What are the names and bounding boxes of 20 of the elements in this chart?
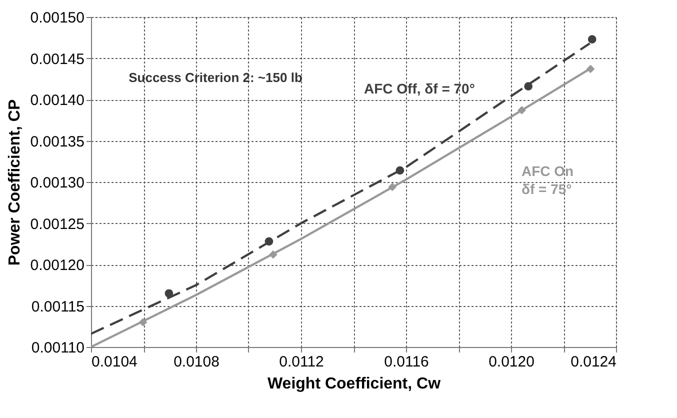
y-tick-label: 0.00120 [30, 257, 84, 274]
x-tick-label: 0.0104 [92, 354, 138, 370]
y-tick-label: 0.00125 [30, 216, 84, 233]
x-axis-title: Weight Coefficient, Cw [267, 376, 442, 392]
y-tick-label: 0.00130 [30, 174, 84, 192]
y-tick-label: 0.00135 [30, 133, 84, 150]
y-tick-label: 0.00110 [31, 340, 84, 356]
x-tick-label: 0.0116 [384, 354, 429, 370]
x-tick-label: 0.0108 [174, 354, 220, 370]
x-tick-label: 0.0112 [279, 354, 324, 370]
x-tick-label: 0.0120 [488, 354, 534, 370]
annotation: Success Criterion 2: ~150 lb [128, 70, 302, 85]
text: AFC On δf = 75° [522, 163, 574, 198]
y-axis-title: Power Coefficient, CP [6, 99, 24, 266]
x-tick-label: 0.0124 [570, 354, 616, 370]
y-tick-label: 0.00145 [30, 50, 84, 68]
y-tick-label: 0.00140 [30, 92, 84, 109]
text: AFC Off, δf = 70° [364, 80, 475, 97]
y-tick-label: 0.00150 [30, 10, 84, 26]
y-tick-label: 0.00115 [31, 298, 84, 316]
